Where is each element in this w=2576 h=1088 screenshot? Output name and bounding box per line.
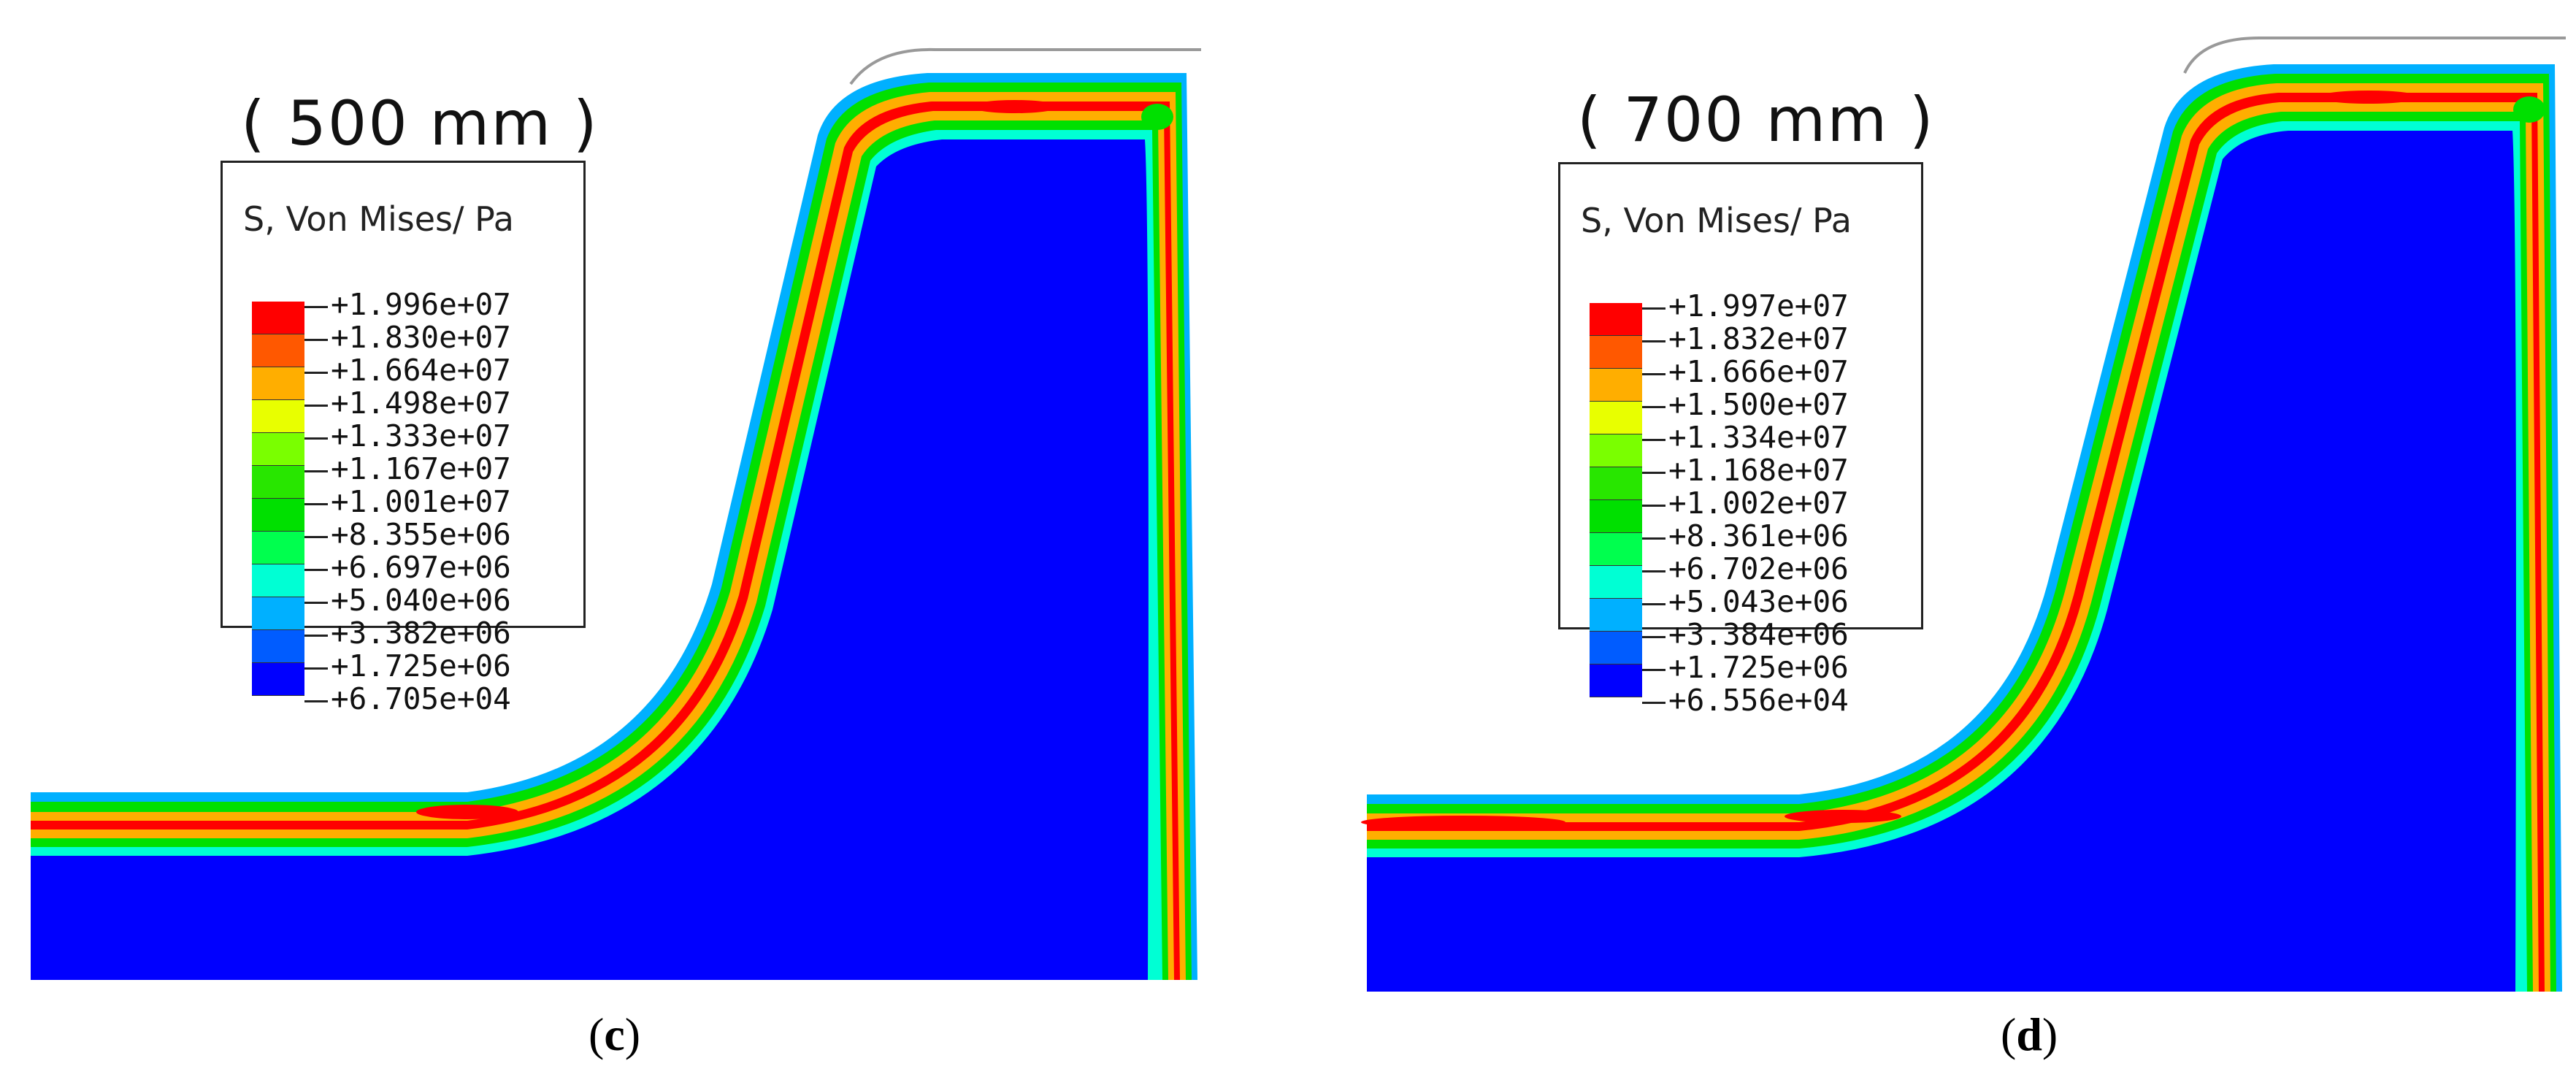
stress-contour-plot-d [1361, 37, 2566, 992]
legend-swatch [252, 466, 304, 499]
legend-swatch [1590, 500, 1642, 533]
legend-value: +1.725e+06 [1642, 651, 1849, 684]
caption-d: (d) [2001, 1008, 2058, 1060]
legend-title: S, Von Mises/ Pa [1581, 201, 1852, 240]
legend-swatch [1590, 336, 1642, 369]
legend-swatch [1590, 434, 1642, 467]
legend-value: +1.001e+07 [304, 486, 511, 518]
outline-arc [849, 47, 1201, 85]
legend-swatch [1590, 664, 1642, 697]
legend-swatches [1590, 303, 1642, 697]
legend-swatch [252, 499, 304, 532]
legend-swatch [1590, 632, 1642, 664]
caption-c: (c) [589, 1008, 641, 1060]
legend-value: +1.168e+07 [1642, 454, 1849, 487]
stress-contour-plot-c [31, 47, 1201, 980]
legend-value: +6.556e+04 [1642, 684, 1849, 717]
legend-value: +6.705e+04 [304, 683, 511, 716]
legend-swatch [252, 564, 304, 597]
legend-swatch [1590, 467, 1642, 500]
legend-labels: +1.997e+07 +1.832e+07 +1.666e+07 +1.500e… [1642, 290, 1849, 717]
legend-title: S, Von Mises/ Pa [243, 199, 514, 239]
legend-swatches [252, 302, 304, 696]
legend-swatch [252, 400, 304, 433]
legend-value: +8.361e+06 [1642, 520, 1849, 553]
legend-swatch [252, 597, 304, 630]
legend-value: +6.702e+06 [1642, 553, 1849, 586]
legend-swatch [252, 630, 304, 663]
legend-value: +1.333e+07 [304, 420, 511, 453]
legend-value: +1.997e+07 [1642, 290, 1849, 323]
legend-swatch [1590, 599, 1642, 632]
distance-title: ( 500 mm ) [241, 88, 599, 159]
legend-value: +1.664e+07 [304, 354, 511, 387]
legend-value: +1.996e+07 [304, 288, 511, 321]
distance-title: ( 700 mm ) [1577, 84, 1935, 156]
legend-swatch [1590, 533, 1642, 566]
legend-value: +8.355e+06 [304, 518, 511, 551]
color-legend: S, Von Mises/ Pa +1.997e+07 +1.832e+07 +… [1558, 162, 1923, 717]
legend-value: +1.830e+07 [304, 321, 511, 354]
legend-swatch [1590, 566, 1642, 599]
legend-value: +1.002e+07 [1642, 487, 1849, 520]
blue-interior [31, 139, 1149, 980]
legend-value: +3.382e+06 [304, 617, 511, 650]
legend-swatch [252, 367, 304, 400]
legend-value: +1.167e+07 [304, 453, 511, 486]
legend-value: +5.040e+06 [304, 584, 511, 617]
legend-swatch [1590, 303, 1642, 336]
legend-swatch [1590, 369, 1642, 402]
legend-swatch [252, 334, 304, 367]
color-legend: S, Von Mises/ Pa +1.996e+07 +1.830e+07 +… [221, 161, 586, 716]
legend-value: +1.500e+07 [1642, 388, 1849, 421]
panel-d: ( 700 mm ) S, Von Mises/ Pa +1.997e+07 +… [1288, 0, 2576, 1088]
legend-swatch [252, 532, 304, 564]
legend-swatch [1590, 402, 1642, 434]
legend-swatch [252, 433, 304, 466]
legend-value: +6.697e+06 [304, 551, 511, 584]
blue-interior [1367, 131, 2516, 992]
legend-swatch [252, 302, 304, 334]
legend-value: +5.043e+06 [1642, 586, 1849, 618]
legend-labels: +1.996e+07 +1.830e+07 +1.664e+07 +1.498e… [304, 288, 511, 716]
legend-value: +1.498e+07 [304, 387, 511, 420]
legend-value: +1.832e+07 [1642, 323, 1849, 356]
legend-value: +1.725e+06 [304, 650, 511, 683]
legend-value: +3.384e+06 [1642, 618, 1849, 651]
legend-swatch [252, 663, 304, 696]
outline-arc [2183, 37, 2566, 74]
legend-value: +1.666e+07 [1642, 356, 1849, 388]
legend-value: +1.334e+07 [1642, 421, 1849, 454]
panel-c: ( 500 mm ) S, Von Mises/ Pa +1.996e+07 +… [31, 47, 1201, 1060]
